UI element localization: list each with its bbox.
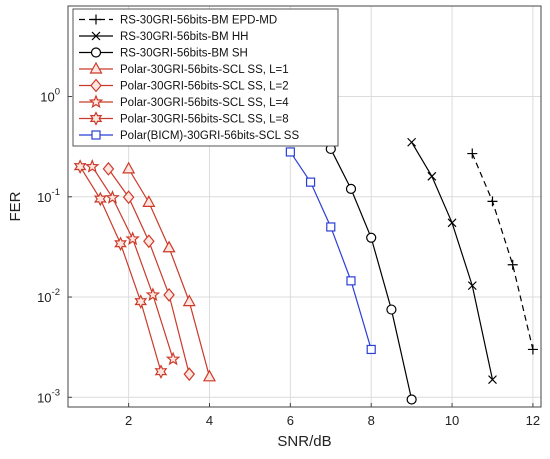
series-6 [84,158,181,366]
series-8 [285,147,376,355]
series-4 [122,161,217,382]
data-point [285,147,295,157]
data-point [183,367,196,382]
data-point [326,222,336,232]
legend-label: Polar-30GRI-56bits-SCL SS, L=2 [120,81,289,93]
x-tick-label: 12 [526,413,540,428]
legend-item: Polar-30GRI-56bits-SCL SS, L=2 [79,78,289,93]
data-point [406,394,417,405]
data-point [114,236,127,252]
data-point [427,171,437,181]
data-point [143,234,155,249]
series-layer [73,137,538,405]
x-axis-label: SNR/dB [277,433,331,450]
legend-item: RS-30GRI-56bits-BM SH [79,47,248,60]
y-tick-label: 10-3 [37,387,60,405]
data-point [122,190,135,205]
y-tick-label: 10-2 [37,287,60,305]
data-point [366,344,376,355]
x-tick-label: 6 [287,413,294,428]
legend-label: Polar(BICM)-30GRI-56bits-SCL SS [120,130,299,142]
data-point [366,232,377,243]
x-tick-label: 2 [125,413,132,428]
data-point [90,78,102,93]
x-tick-label: 4 [206,413,213,428]
data-point [102,161,115,176]
data-point [467,281,477,291]
series-1 [467,148,538,355]
data-point [142,195,156,207]
data-point [73,159,87,174]
data-point [89,111,103,126]
data-point [346,276,356,286]
series-5 [102,161,196,382]
legend-item: Polar-30GRI-56bits-SCL SS, L=1 [79,61,289,76]
data-point [487,196,498,207]
data-point [134,294,148,309]
data-point [345,183,357,194]
data-point [91,14,101,25]
series-3 [325,143,417,405]
data-point [527,344,538,355]
x-tick-label: 8 [368,413,375,428]
y-tick-label: 10-1 [37,187,60,205]
data-point [305,177,316,187]
data-point [93,191,107,207]
legend-label: Polar-30GRI-56bits-SCL SS, L=8 [120,114,289,126]
data-point [88,94,104,109]
data-point [182,294,196,307]
data-point [122,161,136,174]
legend-item: RS-30GRI-56bits-BM EPD-MD [79,14,277,27]
data-point [163,287,175,302]
data-point [84,158,100,173]
data-point [105,190,120,204]
plot-frame [67,5,542,408]
data-point [488,375,497,385]
legend-label: Polar-30GRI-56bits-SCL SS, L=1 [120,64,289,76]
legend: RS-30GRI-56bits-BM EPD-MD RS-30GRI-56bits… [72,8,339,147]
legend-label: RS-30GRI-56bits-BM HH [120,31,248,43]
legend-item: Polar-30GRI-56bits-SCL SS, L=8 [79,111,289,126]
data-point [145,287,161,302]
data-point [154,364,168,380]
legend-item: RS-30GRI-56bits-BM HH [79,31,248,43]
data-point [125,231,140,246]
data-point [89,61,103,74]
data-point [165,351,181,366]
data-point [162,240,176,253]
y-axis-label: FER [7,191,24,221]
x-tick-label: 10 [445,413,459,428]
data-point [386,304,397,315]
data-point [91,130,101,140]
x-tick-labels: 2 4 6 8 10 12 [125,403,540,428]
data-point [507,259,518,270]
series-line [471,153,534,350]
series-2 [407,137,497,385]
data-point [202,369,217,382]
data-point [407,137,417,147]
legend-label: RS-30GRI-56bits-BM EPD-MD [120,15,277,27]
data-point [91,31,101,41]
legend-box [72,8,339,147]
legend-item: Polar-30GRI-56bits-SCL SS, L=4 [79,94,289,109]
series-7 [73,159,168,380]
data-point [447,218,457,228]
data-point [467,148,478,159]
data-point [90,47,102,58]
legend-label: RS-30GRI-56bits-BM SH [120,48,248,60]
legend-item: Polar(BICM)-30GRI-56bits-SCL SS [79,130,299,142]
y-tick-label: 100 [40,87,60,105]
y-tick-labels: 10-3 10-2 10-1 100 [37,87,72,405]
legend-label: Polar-30GRI-56bits-SCL SS, L=4 [120,97,289,109]
